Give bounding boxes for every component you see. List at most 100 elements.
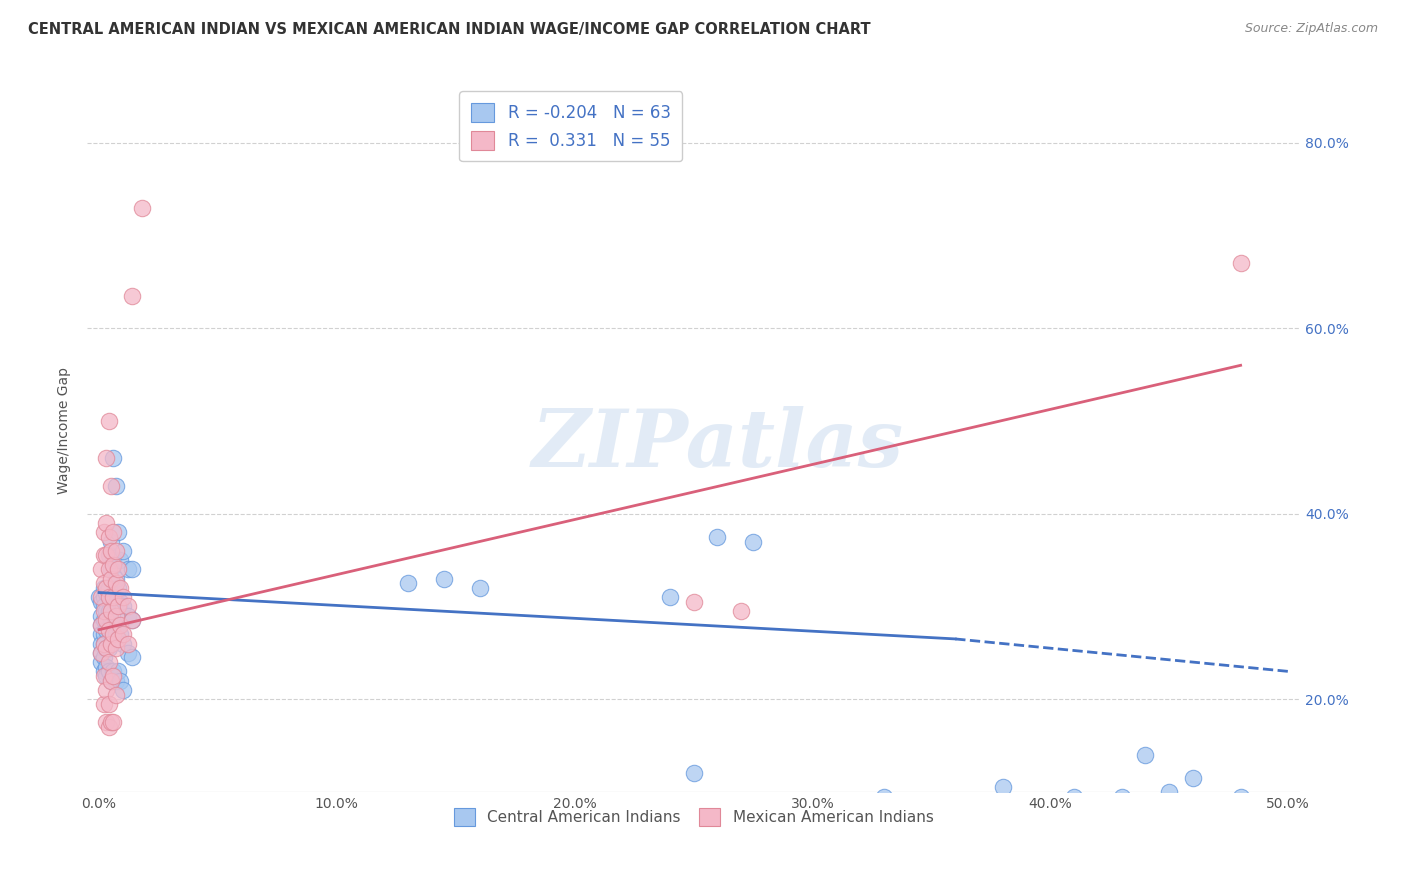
Point: [104, 627, 127, 641]
Point: [107, 618, 129, 632]
Point: [110, 673, 132, 688]
Point: [104, 595, 127, 609]
Point: [97, 549, 120, 563]
Point: [111, 544, 134, 558]
Point: [93, 697, 115, 711]
Point: [87, 590, 110, 604]
Text: ZIPatlas: ZIPatlas: [531, 406, 904, 483]
Point: [111, 627, 134, 641]
Legend: Central American Indians, Mexican American Indians: Central American Indians, Mexican Americ…: [444, 799, 943, 835]
Point: [111, 636, 134, 650]
Point: [96, 604, 118, 618]
Point: [1159, 785, 1181, 799]
Point: [706, 530, 728, 544]
Point: [103, 715, 125, 730]
Point: [93, 549, 115, 563]
Point: [107, 599, 129, 614]
Point: [96, 613, 118, 627]
Point: [100, 604, 122, 618]
Point: [97, 604, 120, 618]
Point: [104, 544, 127, 558]
Point: [1229, 256, 1251, 270]
Point: [100, 534, 122, 549]
Point: [93, 590, 115, 604]
Point: [96, 715, 118, 730]
Point: [96, 641, 118, 656]
Point: [742, 534, 765, 549]
Point: [103, 525, 125, 540]
Point: [97, 623, 120, 637]
Point: [104, 608, 127, 623]
Point: [97, 581, 120, 595]
Point: [96, 585, 118, 599]
Point: [104, 673, 127, 688]
Point: [131, 201, 153, 215]
Point: [103, 590, 125, 604]
Point: [1063, 789, 1085, 804]
Point: [100, 544, 122, 558]
Point: [117, 608, 139, 623]
Point: [103, 669, 125, 683]
Point: [121, 613, 143, 627]
Point: [1135, 747, 1157, 762]
Point: [103, 451, 125, 466]
Point: [873, 789, 896, 804]
Point: [103, 590, 125, 604]
Point: [104, 576, 127, 591]
Point: [96, 451, 118, 466]
Point: [96, 659, 118, 673]
Point: [96, 669, 118, 683]
Text: CENTRAL AMERICAN INDIAN VS MEXICAN AMERICAN INDIAN WAGE/INCOME GAP CORRELATION C: CENTRAL AMERICAN INDIAN VS MEXICAN AMERI…: [28, 22, 870, 37]
Point: [117, 636, 139, 650]
Point: [682, 766, 704, 780]
Point: [97, 641, 120, 656]
Point: [100, 636, 122, 650]
Point: [97, 562, 120, 576]
Point: [93, 581, 115, 595]
Point: [121, 289, 143, 303]
Point: [97, 623, 120, 637]
Point: [96, 581, 118, 595]
Point: [90, 627, 112, 641]
Point: [100, 613, 122, 627]
Point: [107, 581, 129, 595]
Point: [97, 720, 120, 734]
Point: [100, 562, 122, 576]
Point: [90, 646, 112, 660]
Point: [117, 562, 139, 576]
Point: [104, 572, 127, 586]
Point: [121, 650, 143, 665]
Point: [1111, 789, 1133, 804]
Point: [103, 553, 125, 567]
Point: [110, 627, 132, 641]
Point: [110, 581, 132, 595]
Point: [468, 581, 491, 595]
Point: [121, 562, 143, 576]
Point: [682, 595, 704, 609]
Point: [100, 673, 122, 688]
Point: [111, 682, 134, 697]
Point: [110, 595, 132, 609]
Point: [93, 650, 115, 665]
Point: [111, 599, 134, 614]
Point: [396, 576, 419, 591]
Point: [96, 682, 118, 697]
Point: [104, 688, 127, 702]
Point: [90, 608, 112, 623]
Point: [90, 646, 112, 660]
Point: [97, 655, 120, 669]
Point: [104, 479, 127, 493]
Point: [97, 590, 120, 604]
Point: [97, 530, 120, 544]
Point: [100, 673, 122, 688]
Point: [1182, 771, 1205, 785]
Point: [97, 414, 120, 428]
Point: [110, 618, 132, 632]
Text: Source: ZipAtlas.com: Source: ZipAtlas.com: [1244, 22, 1378, 36]
Point: [93, 525, 115, 540]
Point: [90, 655, 112, 669]
Point: [93, 636, 115, 650]
Point: [93, 636, 115, 650]
Point: [433, 572, 456, 586]
Point: [103, 558, 125, 572]
